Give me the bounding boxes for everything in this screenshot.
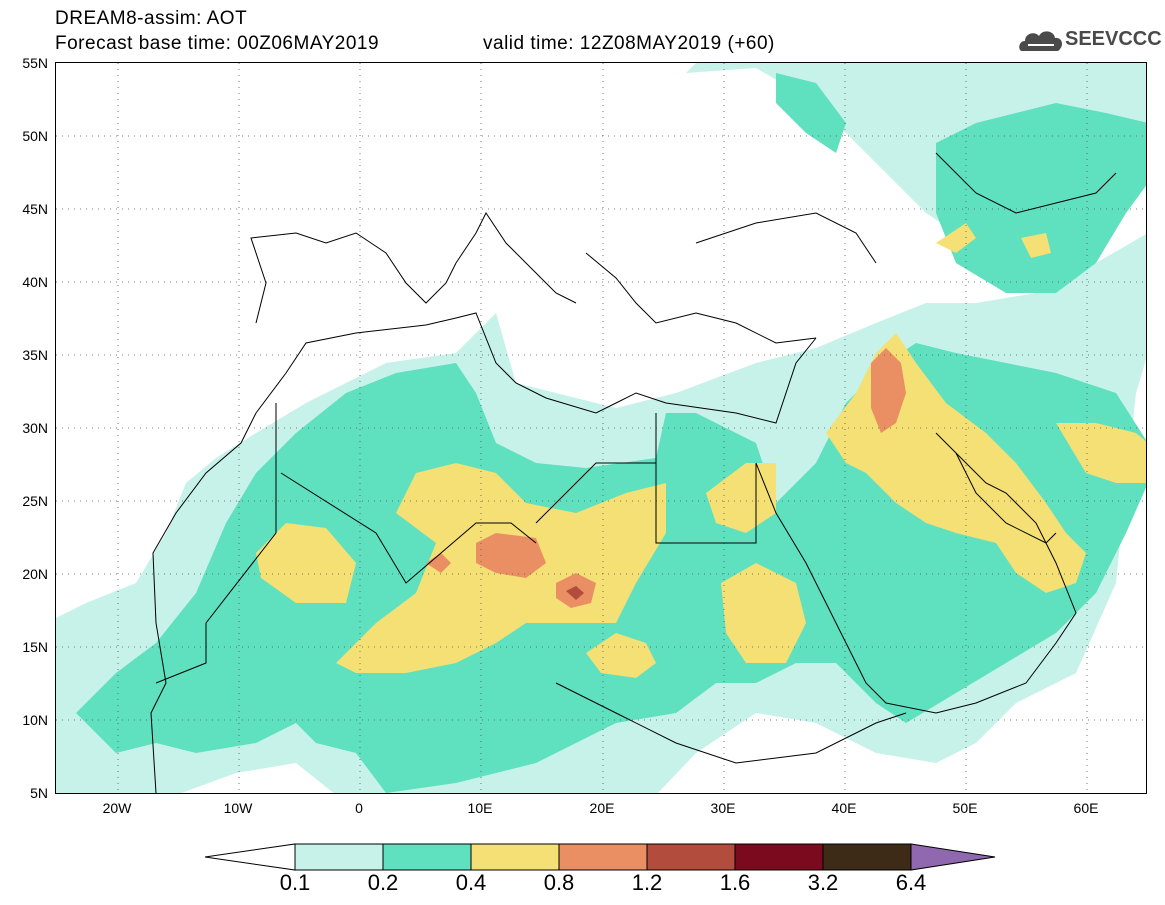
lon-label-20e: 20E bbox=[589, 800, 615, 816]
colorbar-label-6: 3.2 bbox=[807, 870, 839, 895]
lat-label-50n: 50N bbox=[22, 128, 48, 144]
colorbar-swatch-2 bbox=[470, 843, 560, 871]
colorbar-label-1: 0.2 bbox=[367, 870, 399, 895]
colorbar-swatch-1 bbox=[382, 843, 472, 871]
lon-label-60e: 60E bbox=[1073, 800, 1099, 816]
map-area bbox=[55, 62, 1147, 794]
colorbar-swatch-3 bbox=[558, 843, 648, 871]
colorbar-label-3: 0.8 bbox=[543, 870, 575, 895]
colorbar-label-4: 1.2 bbox=[631, 870, 663, 895]
lat-label-30n: 30N bbox=[22, 420, 48, 436]
lat-label-10n: 10N bbox=[22, 712, 48, 728]
colorbar-label-5: 1.6 bbox=[719, 870, 751, 895]
lon-label-10e: 10E bbox=[467, 800, 493, 816]
lat-label-15n: 15N bbox=[22, 639, 48, 655]
logo-text: SEEVCCC bbox=[1065, 28, 1162, 50]
lat-label-40n: 40N bbox=[22, 274, 48, 290]
forecast-base-time: Forecast base time: 00Z06MAY2019 bbox=[55, 33, 380, 54]
colorbar-swatch-6 bbox=[822, 843, 912, 871]
valid-time: valid time: 12Z08MAY2019 (+60) bbox=[483, 33, 775, 54]
lon-label-30e: 30E bbox=[710, 800, 736, 816]
aot-band-green bbox=[76, 73, 1146, 793]
cloud-icon bbox=[1019, 31, 1063, 51]
lat-label-20n: 20N bbox=[22, 566, 48, 582]
lat-label-45n: 45N bbox=[22, 201, 48, 217]
colorbar-swatch-0 bbox=[294, 843, 384, 871]
lon-label-10w: 10W bbox=[223, 800, 253, 816]
lon-label-50e: 50E bbox=[952, 800, 978, 816]
colorbar-label-2: 0.4 bbox=[455, 870, 487, 895]
colorbar bbox=[205, 843, 996, 871]
aot-field bbox=[56, 63, 1146, 793]
colorbar-swatch-5 bbox=[734, 843, 824, 871]
lat-label-55n: 55N bbox=[22, 55, 48, 71]
colorbar-label-7: 6.4 bbox=[895, 870, 927, 895]
lon-label-40e: 40E bbox=[831, 800, 857, 816]
colorbar-label-0: 0.1 bbox=[279, 870, 311, 895]
map-svg bbox=[56, 63, 1146, 793]
lat-label-5n: 5N bbox=[30, 785, 48, 801]
lat-label-25n: 25N bbox=[22, 493, 48, 509]
colorbar-right-arrow bbox=[910, 843, 996, 871]
lat-label-35n: 35N bbox=[22, 347, 48, 363]
lon-label-0: 0 bbox=[355, 800, 363, 816]
lon-label-20w: 20W bbox=[102, 800, 132, 816]
grid-lines bbox=[56, 63, 1146, 793]
map-title: DREAM8-assim: AOT bbox=[55, 8, 248, 29]
colorbar-left-arrow bbox=[205, 843, 296, 871]
aot-band-red bbox=[566, 586, 584, 600]
colorbar-swatch-4 bbox=[646, 843, 736, 871]
coastlines bbox=[150, 152, 1117, 793]
